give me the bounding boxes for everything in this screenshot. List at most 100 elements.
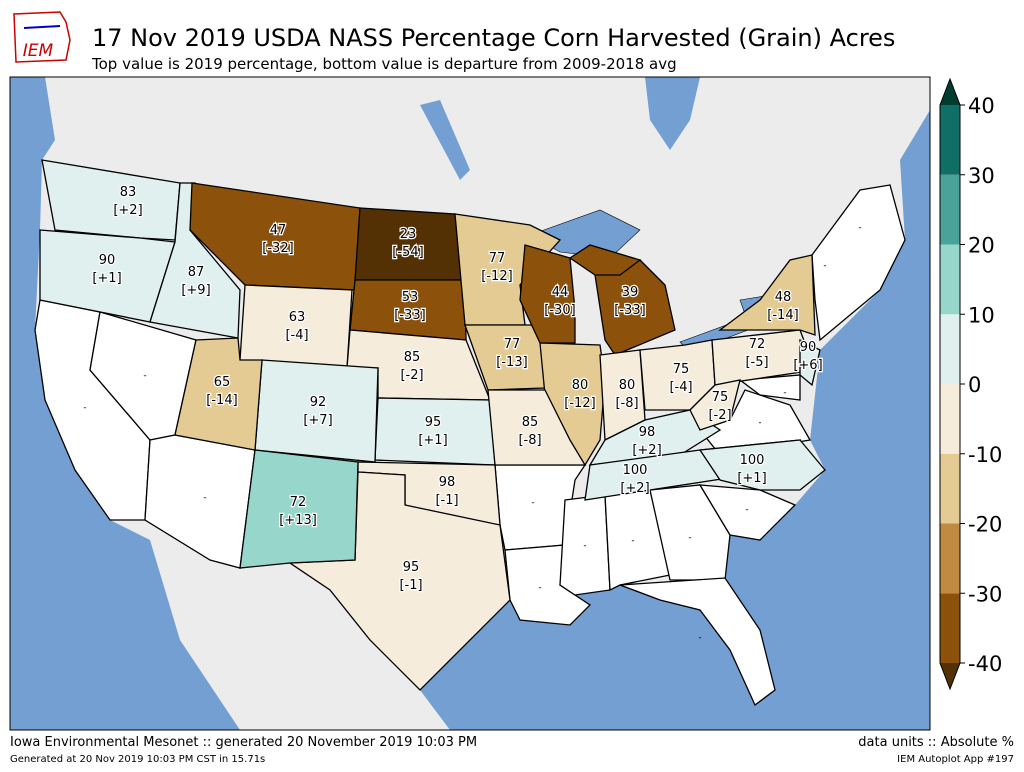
- state-departure: [-1]: [399, 578, 422, 593]
- state: [718, 254, 816, 336]
- state-departure: [-12]: [564, 396, 595, 411]
- no-data-label: -: [783, 388, 786, 398]
- footer-right: data units :: Absolute %: [858, 735, 1014, 750]
- state-value: 75: [673, 362, 690, 377]
- state-value: 92: [310, 395, 327, 410]
- state-value: 95: [425, 415, 442, 430]
- state-departure: [-8]: [518, 433, 541, 448]
- no-data-label: -: [143, 371, 146, 381]
- state-departure: [-13]: [496, 355, 527, 370]
- state-value: 44: [552, 285, 569, 300]
- state-departure: [-2]: [400, 368, 423, 383]
- state-value: 65: [214, 375, 231, 390]
- colorbar-bin: [940, 105, 960, 175]
- state: [698, 439, 826, 491]
- colorbar-tick-label: 20: [968, 234, 995, 258]
- state-departure: [-12]: [481, 269, 512, 284]
- no-data-label: -: [631, 536, 634, 546]
- state-value: 75: [712, 390, 729, 405]
- state-departure: [+13]: [279, 513, 317, 528]
- state-value: 85: [404, 350, 421, 365]
- state-value: 72: [749, 337, 766, 352]
- state-value: 63: [289, 310, 306, 325]
- footer-left-small: Generated at 20 Nov 2019 10:03 PM CST in…: [10, 754, 265, 765]
- no-data-label: -: [688, 533, 691, 543]
- state-value: 80: [619, 378, 636, 393]
- no-data-label: -: [758, 418, 761, 428]
- state: [568, 244, 642, 276]
- colorbar-tick-label: -30: [968, 582, 1002, 606]
- state-value: 100: [623, 463, 648, 478]
- state-value: 98: [439, 475, 456, 490]
- state-value: 100: [740, 453, 765, 468]
- state-value: 77: [489, 251, 506, 266]
- state-departure: [+2]: [620, 481, 649, 496]
- state-departure: [+9]: [181, 283, 210, 298]
- state-value: 23: [400, 227, 417, 242]
- state: [174, 337, 263, 451]
- state-value: 98: [639, 425, 656, 440]
- state-value: 83: [120, 185, 137, 200]
- state-departure: [-4]: [669, 380, 692, 395]
- state-value: 53: [402, 290, 419, 305]
- no-data-label: -: [823, 261, 826, 271]
- state-value: 95: [403, 560, 420, 575]
- subtitle: Top value is 2019 percentage, bottom val…: [91, 55, 677, 73]
- state-departure: [+1]: [92, 271, 121, 286]
- no-data-label: -: [698, 633, 701, 643]
- no-data-label: -: [83, 403, 86, 413]
- colorbar-bin: [940, 593, 960, 663]
- state-value: 90: [99, 253, 116, 268]
- colorbar-tick-label: -10: [968, 443, 1002, 467]
- state-departure: [-5]: [745, 355, 768, 370]
- state-value: 77: [504, 337, 521, 352]
- state-departure: [-30]: [544, 303, 575, 318]
- state-value: 90: [800, 340, 817, 355]
- state: [374, 397, 496, 466]
- state: [799, 338, 821, 387]
- state-departure: [-14]: [767, 308, 798, 323]
- state-value: 48: [775, 290, 792, 305]
- state-value: 80: [572, 378, 589, 393]
- state-value: 72: [290, 495, 307, 510]
- state: [239, 449, 359, 569]
- state: [487, 389, 587, 466]
- state-departure: [+2]: [632, 443, 661, 458]
- no-data-label: -: [203, 493, 206, 503]
- footer-left: Iowa Environmental Mesonet :: generated …: [10, 735, 477, 750]
- title: 17 Nov 2019 USDA NASS Percentage Corn Ha…: [92, 24, 895, 52]
- logo-text: IEM: [23, 41, 54, 61]
- map-border: [9, 76, 931, 731]
- colorbar-under: [940, 663, 960, 689]
- state-departure: [-8]: [615, 396, 638, 411]
- colorbar-tick-label: 40: [968, 94, 995, 118]
- no-data-label: -: [745, 505, 748, 515]
- state-value: 87: [188, 265, 205, 280]
- no-data-label: -: [538, 583, 541, 593]
- state-departure: [+7]: [303, 413, 332, 428]
- colorbar-tick-label: 30: [968, 164, 995, 188]
- state-departure: [-33]: [394, 308, 425, 323]
- colorbar: -40 -30 -20 -10 0 10 20 30 40: [939, 77, 1002, 691]
- state-value: 47: [270, 223, 287, 238]
- colorbar-tick-label: 0: [968, 373, 981, 397]
- colorbar-bin: [940, 453, 960, 524]
- state-departure: [-32]: [262, 241, 293, 256]
- state-departure: [-2]: [708, 408, 731, 423]
- reporting-states: 83 [+2] 90 [+1] 87 [+9] 47 [-32] 23 [-54] 53 [-33] 6…: [39, 159, 826, 691]
- map-frame: --------------- 83[+2]90[+1]87[+9]47[-32…: [10, 77, 930, 730]
- colorbar-tick-label: -20: [968, 513, 1002, 537]
- state-departure: [-33]: [614, 303, 645, 318]
- state: [239, 284, 353, 369]
- colorbar-bin: [940, 523, 960, 594]
- state-departure: [+1]: [418, 433, 447, 448]
- colorbar-tick-label: -40: [968, 652, 1002, 676]
- state-departure: [-54]: [392, 245, 423, 260]
- colorbar-bin: [940, 384, 960, 454]
- state-departure: [-14]: [206, 393, 237, 408]
- colorbar-bin: [940, 174, 960, 245]
- state-departure: [+1]: [737, 471, 766, 486]
- state: [41, 159, 181, 241]
- footer-right-small: IEM Autoplot App #197: [897, 754, 1014, 765]
